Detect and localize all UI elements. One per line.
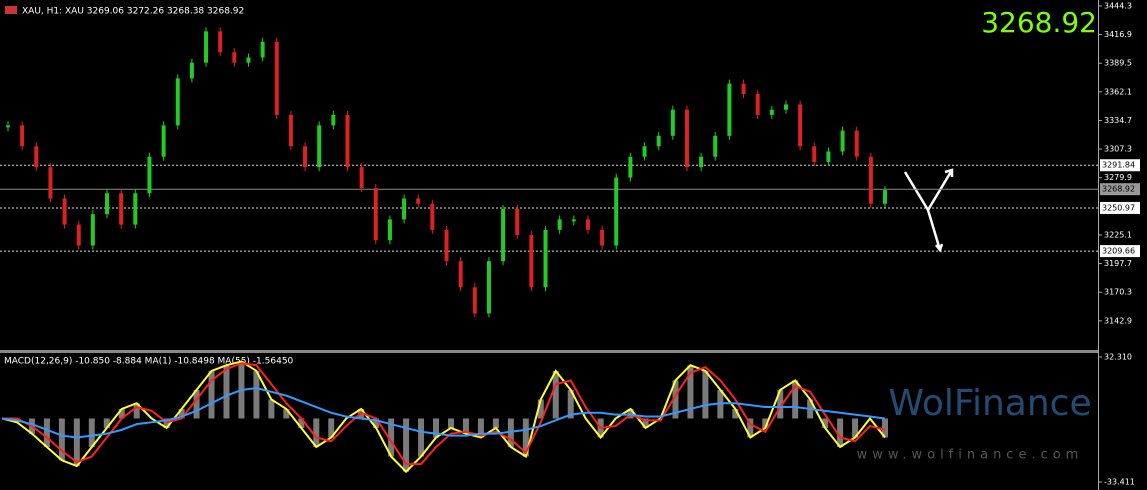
candle [529,235,534,288]
macd-line [1,387,886,439]
watermark-brand: WolFinance [888,383,1091,424]
candle [119,193,124,225]
candle [826,151,831,162]
price-tick-label: 3279.9 [1104,173,1132,182]
candle [387,219,392,241]
candle [600,229,605,246]
macd-tick-label: -33.411 [1104,478,1135,487]
candle [769,109,774,115]
price-tick-label: 3389.5 [1104,59,1132,68]
candle [727,83,732,136]
big-price: 3268.92 [981,6,1097,39]
level-label: 3291.84 [1102,161,1135,170]
level-label: 3268.92 [1102,185,1135,194]
candle [656,135,661,147]
candle [614,177,619,246]
candle [90,214,95,246]
candle [218,31,223,53]
candle [628,156,633,178]
level-box [1100,159,1140,172]
forecast-arrows [903,168,954,253]
candle [713,135,718,157]
level-box [1100,183,1140,196]
candle [854,130,859,157]
candle [430,203,435,230]
level-label: 3209.66 [1102,247,1135,256]
candle [812,146,817,162]
watermark-url: www.wolfinance.com [857,448,1084,463]
candle [557,219,562,230]
price-tick-label: 3307.3 [1104,145,1132,154]
candle [840,130,845,152]
candle [6,125,10,128]
level-box [1100,201,1140,214]
candle [883,190,887,204]
candle [147,156,152,194]
candle [642,146,647,157]
candle [472,287,477,314]
candle [543,229,548,288]
candle [161,125,166,157]
candle [204,31,209,63]
candle [486,261,491,314]
macd-tick-label: 32.310 [1104,353,1132,362]
level-box [1100,245,1140,258]
candle [783,104,788,110]
symbol-info: XAU, H1: XAU 3269.06 3272.26 3268.38 326… [22,7,244,17]
candle [246,57,251,63]
price-tick-label: 3225.1 [1104,230,1132,239]
candle [260,41,265,58]
candle [699,156,704,168]
price-tick-label: 3444.3 [1104,1,1132,10]
price-tick-label: 3334.7 [1104,116,1132,125]
candle [444,229,449,262]
candle [175,78,180,126]
candle [402,198,407,220]
candle [868,156,873,204]
macd-label: MACD(12,26,9) -10.850 -8.884 MA(1) -10.8… [4,357,294,367]
candle [331,114,336,126]
level-label: 3250.97 [1102,203,1135,212]
price-tick-label: 3416.9 [1104,30,1132,39]
price-tick-label: 3362.1 [1104,87,1132,96]
price-tick-label: 3142.9 [1104,316,1132,325]
candle [684,109,689,168]
candle [133,193,138,225]
candle [34,146,39,168]
candle [359,167,364,189]
candle [515,208,520,236]
price-tick-label: 3197.7 [1104,259,1132,268]
candle [585,219,590,230]
candle [345,114,350,168]
flag-icon [5,6,17,14]
candle [232,52,237,63]
candle [571,219,576,222]
candle [20,125,25,147]
candle [741,83,746,95]
candle [416,198,421,204]
candle [458,261,463,288]
candle [303,146,308,168]
candle [105,193,110,215]
candle [274,41,279,115]
candle [48,167,53,199]
candle [189,62,194,79]
candle [755,94,760,115]
candle [373,188,378,241]
candle [288,114,293,147]
candle [317,125,322,168]
candle [798,104,803,147]
candle [501,208,506,262]
candle [76,224,81,246]
price-tick-label: 3170.3 [1104,288,1132,297]
candle [670,109,675,136]
candle [62,198,67,225]
macd-line [1,360,886,474]
